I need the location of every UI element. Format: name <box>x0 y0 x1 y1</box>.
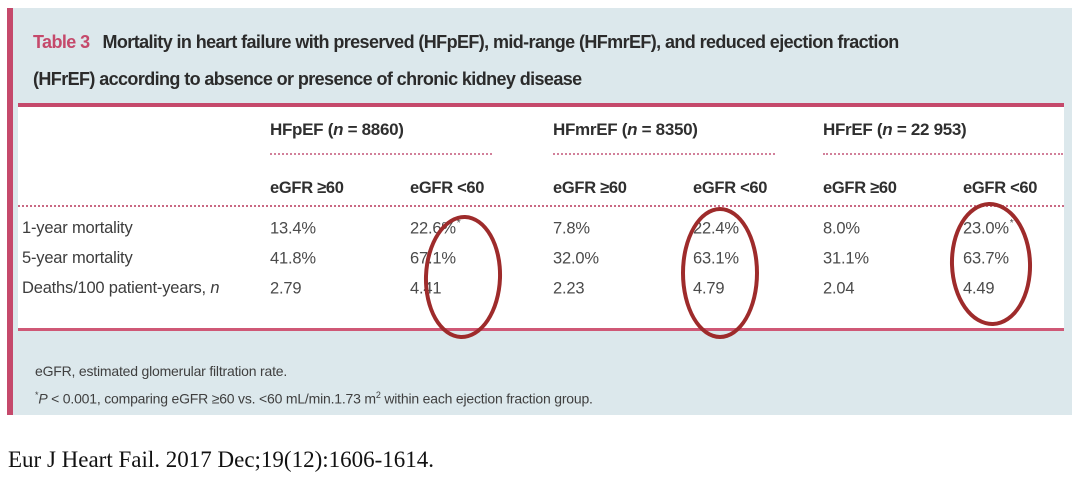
row-label-deaths-per-100py: Deaths/100 patient-years, n <box>22 279 220 297</box>
subheader-hfpef-egfr-ge60: eGFR ≥60 <box>270 179 344 197</box>
subheader-hfmref-egfr-lt60: eGFR <60 <box>693 179 768 197</box>
divider-dotted-full <box>18 205 1064 219</box>
group-header-hfpef: HFpEF (n = 8860) <box>270 107 553 155</box>
cell-deaths-hfmref-ge60: 2.23 <box>553 279 585 298</box>
table-title-line1: Table 3 Mortality in heart failure with p… <box>33 24 1063 61</box>
group-header-hfmref: HFmrEF (n = 8350) <box>553 107 823 155</box>
subheader-spacer <box>18 155 270 205</box>
table-title: Table 3 Mortality in heart failure with p… <box>33 24 1063 98</box>
cell-deaths-hfpef-lt60: 4.41 <box>410 279 442 298</box>
group-header-hfref: HFrEF (n = 22 953) <box>823 107 1064 155</box>
cell-1yr-hfref-ge60: 8.0% <box>823 219 860 238</box>
table-number-label: Table 3 <box>33 32 90 52</box>
cell-deaths-hfref-lt60: 4.49 <box>963 279 995 298</box>
group-header-hfpef-label: HFpEF (n = 8860) <box>270 120 404 139</box>
table-figure-panel: Table 3 Mortality in heart failure with p… <box>13 8 1072 415</box>
row-label-1yr-mortality: 1-year mortality <box>22 219 133 237</box>
highlight-circle-hfmref-lt60 <box>681 207 759 339</box>
divider-dotted <box>270 153 492 155</box>
cell-5yr-hfref-lt60: 63.7% <box>963 249 1009 268</box>
panel-accent-bar <box>7 8 13 415</box>
divider-dotted <box>823 153 1063 155</box>
table-title-line2: (HFrEF) according to absence or presence… <box>33 69 582 89</box>
table-footnotes: eGFR, estimated glomerular filtration ra… <box>35 359 593 411</box>
data-table: HFpEF (n = 8860) HFmrEF (n = 8350) HFrEF… <box>18 103 1064 331</box>
cell-5yr-hfmref-ge60: 32.0% <box>553 249 599 268</box>
footnote-pvalue: *P < 0.001, comparing eGFR ≥60 vs. <60 m… <box>35 390 593 407</box>
cell-1yr-hfpef-lt60: 22.6%* <box>410 218 461 238</box>
divider-dotted <box>553 153 775 155</box>
row-label-5yr-mortality: 5-year mortality <box>22 249 133 267</box>
cell-deaths-hfref-ge60: 2.04 <box>823 279 855 298</box>
cell-1yr-hfmref-ge60: 7.8% <box>553 219 590 238</box>
journal-citation: Eur J Heart Fail. 2017 Dec;19(12):1606-1… <box>8 447 435 472</box>
table-title-text1: Mortality in heart failure with preserve… <box>102 32 900 52</box>
cell-1yr-hfpef-ge60: 13.4% <box>270 219 316 238</box>
cell-5yr-hfpef-lt60: 67.1% <box>410 249 456 268</box>
subheader-hfpef-egfr-lt60: eGFR <60 <box>410 179 485 197</box>
subheader-hfref-egfr-lt60: eGFR <60 <box>963 179 1038 197</box>
subheader-hfmref-egfr-ge60: eGFR ≥60 <box>553 179 627 197</box>
cell-5yr-hfref-ge60: 31.1% <box>823 249 869 268</box>
cell-1yr-hfref-lt60: 23.0%* <box>963 218 1014 238</box>
footnote-egfr-definition: eGFR, estimated glomerular filtration ra… <box>35 363 288 379</box>
cell-5yr-hfpef-ge60: 41.8% <box>270 249 316 268</box>
group-header-hfref-label: HFrEF (n = 22 953) <box>823 120 967 139</box>
subheader-hfref-egfr-ge60: eGFR ≥60 <box>823 179 897 197</box>
group-header-hfmref-label: HFmrEF (n = 8350) <box>553 120 698 139</box>
cell-deaths-hfpef-ge60: 2.79 <box>270 279 302 298</box>
group-header-spacer <box>18 107 270 155</box>
